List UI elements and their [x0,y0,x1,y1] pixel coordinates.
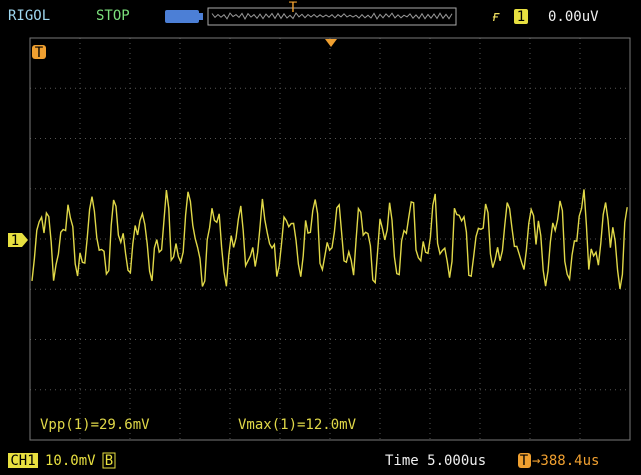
memory-trigger-marker: T [289,0,298,16]
run-status: STOP [96,8,130,24]
channel-marker: 1 [11,233,19,249]
timebase: Time 5.000us [385,453,486,469]
channel-label: CH1 [10,453,35,469]
trigger-marker: T [35,45,44,61]
brand: RIGOL [8,8,50,24]
bandwidth-limit: B [105,453,113,469]
trigger-icon: T [520,453,529,469]
volts-per-div: 10.0mV [45,453,96,469]
battery-icon [165,10,203,23]
trigger-channel: 1 [517,9,525,25]
measurement-vpp: Vpp(1)=29.6mV [40,417,150,433]
measurement-vmax: Vmax(1)=12.0mV [238,417,357,433]
oscilloscope-screen: RIGOL STOP T ғ 1 0.00uV T 1 Vpp(1)=29.6m… [0,0,641,475]
trigger-edge-icon: ғ [492,9,500,25]
trigger-offset: →388.4us [532,453,599,469]
trigger-level: 0.00uV [548,9,599,25]
